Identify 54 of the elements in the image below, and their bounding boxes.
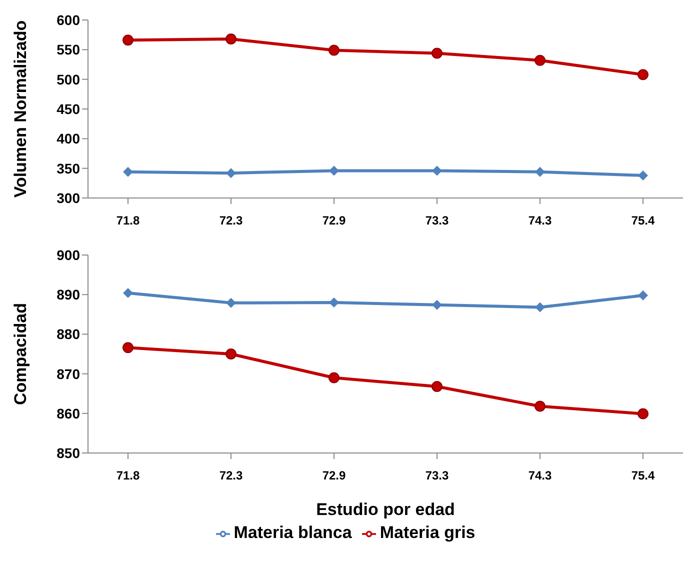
y-tick-label: 300 <box>56 190 80 206</box>
x-tick-label: 72.9 <box>322 468 346 483</box>
x-tick-label: 72.3 <box>219 468 243 483</box>
x-tick-label: 75.4 <box>631 468 655 483</box>
y-tick-label: 400 <box>56 130 80 147</box>
point <box>226 33 236 44</box>
point <box>432 166 442 176</box>
point <box>535 166 545 177</box>
point <box>535 302 545 312</box>
y-tick-label: 900 <box>56 246 80 263</box>
y-tick-label: 890 <box>56 286 80 303</box>
legend-label: Materia blanca <box>234 523 352 542</box>
point <box>329 298 339 308</box>
point <box>638 290 648 300</box>
point <box>432 300 442 310</box>
y-tick-label: 450 <box>56 100 80 117</box>
point <box>638 69 648 80</box>
point <box>226 348 236 360</box>
point <box>534 400 546 412</box>
point <box>226 298 236 308</box>
y-tick-label: 850 <box>56 444 80 461</box>
legend-label: Materia gris <box>380 523 476 542</box>
y-tick-label: 350 <box>56 160 80 176</box>
y-tick-label: 600 <box>56 12 80 28</box>
x-tick-label: 73.3 <box>425 468 449 483</box>
point <box>123 288 133 298</box>
point <box>122 34 134 46</box>
y-tick-label: 500 <box>56 71 80 88</box>
x-axis-title: Estudio por edad <box>316 500 455 519</box>
x-tick-label: 72.9 <box>322 214 346 228</box>
x-tick-label: 75.4 <box>631 214 655 228</box>
x-tick-label: 74.3 <box>528 214 552 228</box>
point <box>638 408 648 420</box>
point <box>534 54 546 66</box>
y-axis-title: Compacidad <box>11 302 30 406</box>
y-tick-label: 860 <box>56 405 80 422</box>
x-tick-label: 72.3 <box>219 214 243 228</box>
x-tick-label: 71.8 <box>116 214 140 228</box>
point <box>226 168 236 178</box>
y-tick-label: 870 <box>56 366 80 382</box>
x-tick-label: 74.3 <box>528 468 552 483</box>
y-axis-title: Volumen Normalizado <box>11 20 30 198</box>
point <box>432 48 442 59</box>
point <box>123 166 133 177</box>
point <box>122 342 134 354</box>
point <box>329 166 339 176</box>
y-tick-label: 880 <box>56 326 80 342</box>
x-tick-label: 71.8 <box>116 468 140 483</box>
x-tick-label: 73.3 <box>425 214 449 228</box>
point <box>328 44 340 56</box>
y-tick-label: 550 <box>56 42 80 58</box>
point <box>638 170 648 180</box>
point <box>328 372 340 384</box>
point <box>432 380 442 392</box>
